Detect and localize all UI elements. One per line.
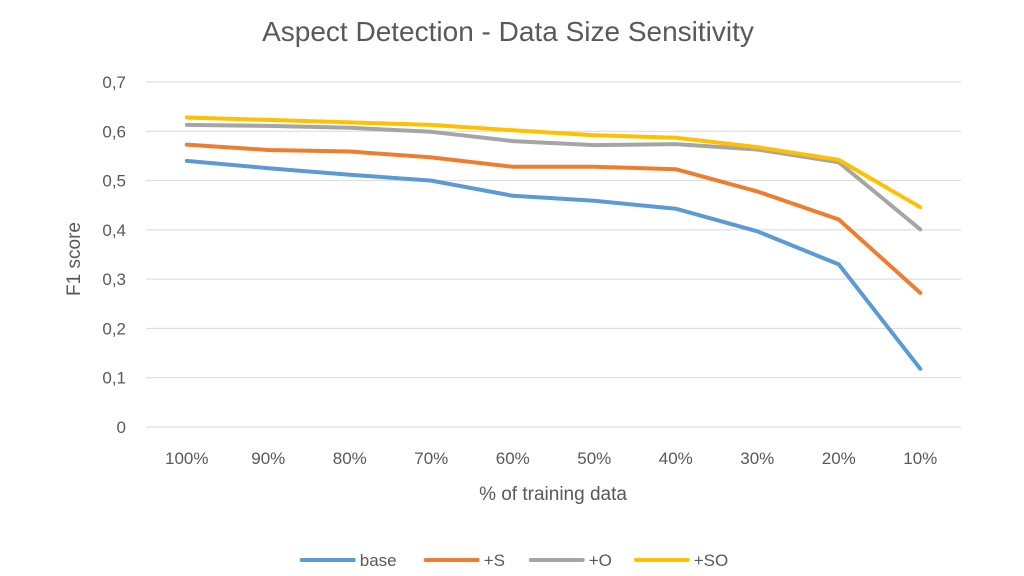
x-tick-label: 100%: [165, 449, 208, 468]
x-axis-ticks: 100% 90% 80% 70% 60% 50% 40% 30% 20% 10%: [165, 449, 937, 468]
y-tick-label: 0,4: [102, 221, 126, 240]
series-line-plus-o: [184, 122, 923, 232]
y-tick-label: 0,7: [102, 73, 126, 92]
legend-label-plus-o: +O: [589, 551, 612, 570]
y-axis-ticks: 0 0,1 0,2 0,3 0,4 0,5 0,6 0,7: [102, 73, 126, 437]
x-tick-label: 70%: [414, 449, 448, 468]
x-tick-label: 90%: [251, 449, 285, 468]
x-tick-label: 20%: [822, 449, 856, 468]
y-tick-label: 0,6: [102, 122, 126, 141]
series-line-plus-so: [184, 115, 923, 210]
legend-label-base: base: [360, 551, 397, 570]
y-tick-label: 0,2: [102, 319, 126, 338]
x-tick-label: 10%: [903, 449, 937, 468]
y-tick-label: 0: [117, 418, 126, 437]
legend: base +S +O +SO: [299, 551, 729, 570]
legend-label-plus-so: +SO: [694, 551, 729, 570]
x-tick-label: 60%: [496, 449, 530, 468]
x-tick-label: 50%: [577, 449, 611, 468]
x-tick-label: 30%: [740, 449, 774, 468]
chart-title: Aspect Detection - Data Size Sensitivity: [262, 16, 754, 47]
series-lines: [184, 115, 923, 371]
x-axis-label: % of training data: [479, 484, 627, 505]
y-tick-label: 0,3: [102, 270, 126, 289]
gridlines: [146, 81, 961, 428]
y-tick-label: 0,5: [102, 172, 126, 191]
y-tick-label: 0,1: [102, 369, 126, 388]
legend-label-plus-s: +S: [484, 551, 505, 570]
x-tick-label: 80%: [333, 449, 367, 468]
y-axis-label: F1 score: [64, 222, 85, 296]
x-tick-label: 40%: [659, 449, 693, 468]
series-line-plus-s: [184, 142, 923, 295]
series-line-base: [184, 158, 923, 371]
